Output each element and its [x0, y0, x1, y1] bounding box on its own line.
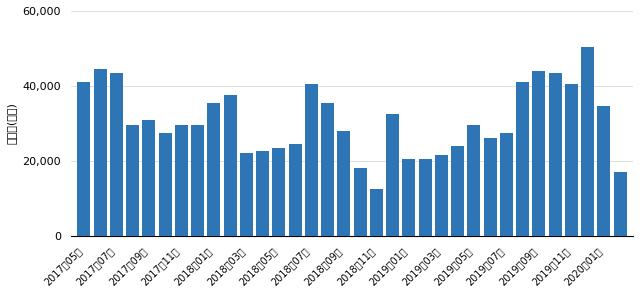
Bar: [305, 84, 318, 236]
Bar: [467, 125, 480, 236]
Bar: [159, 133, 172, 236]
Bar: [386, 114, 399, 236]
Bar: [77, 82, 90, 236]
Bar: [126, 125, 139, 236]
Bar: [273, 148, 285, 236]
Y-axis label: 거래량(건수): 거래량(건수): [7, 102, 17, 144]
Bar: [614, 172, 627, 236]
Bar: [207, 103, 220, 236]
Bar: [191, 125, 204, 236]
Bar: [516, 82, 529, 236]
Bar: [110, 73, 123, 236]
Bar: [93, 69, 107, 236]
Bar: [337, 131, 350, 236]
Bar: [370, 189, 383, 236]
Bar: [451, 146, 464, 236]
Bar: [175, 125, 188, 236]
Bar: [581, 46, 594, 236]
Bar: [532, 71, 545, 236]
Bar: [289, 144, 301, 236]
Bar: [256, 151, 269, 236]
Bar: [223, 95, 237, 236]
Bar: [500, 133, 513, 236]
Bar: [548, 73, 561, 236]
Bar: [353, 168, 367, 236]
Bar: [597, 106, 611, 236]
Bar: [240, 153, 253, 236]
Bar: [321, 103, 334, 236]
Bar: [419, 159, 431, 236]
Bar: [484, 138, 497, 236]
Bar: [565, 84, 578, 236]
Bar: [142, 120, 156, 236]
Bar: [435, 155, 448, 236]
Bar: [403, 159, 415, 236]
